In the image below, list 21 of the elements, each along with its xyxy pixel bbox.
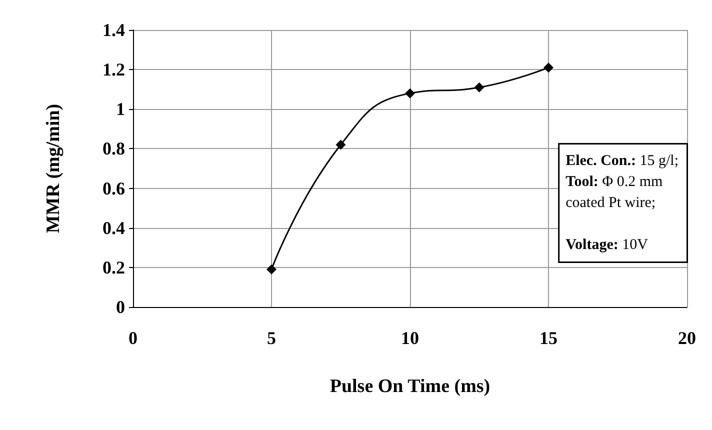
text: Elec. Con.: 15 g/l; Tool: Φ 0.2 mm coated Pt wire; Voltage: 10V [566, 153, 679, 253]
point [474, 82, 484, 92]
x-axis-title: Pulse On Time (ms) [330, 376, 490, 397]
x-tick-label: 0 [128, 328, 138, 348]
y-tick-label: 0.8 [102, 138, 125, 159]
x-tick-label: 5 [267, 328, 276, 348]
point [405, 88, 415, 98]
y-tick-label: 0 [116, 297, 125, 317]
y-tick-label: 1.4 [102, 20, 125, 40]
y-tick-label: 0.4 [102, 218, 125, 238]
x-tick-label: 20 [678, 328, 696, 348]
point [336, 140, 346, 150]
x-tick-label: 10 [401, 328, 419, 348]
y-tick-label: 0.6 [102, 178, 125, 198]
y-tick-label: 0.2 [102, 257, 125, 278]
point [544, 62, 554, 73]
y-axis-title: MMR (mg/min) [43, 104, 64, 234]
point [266, 264, 276, 274]
y-tick-label: 1.2 [102, 60, 125, 80]
y-tick-label: 1 [116, 99, 125, 120]
x-tick-label: 15 [540, 328, 558, 348]
